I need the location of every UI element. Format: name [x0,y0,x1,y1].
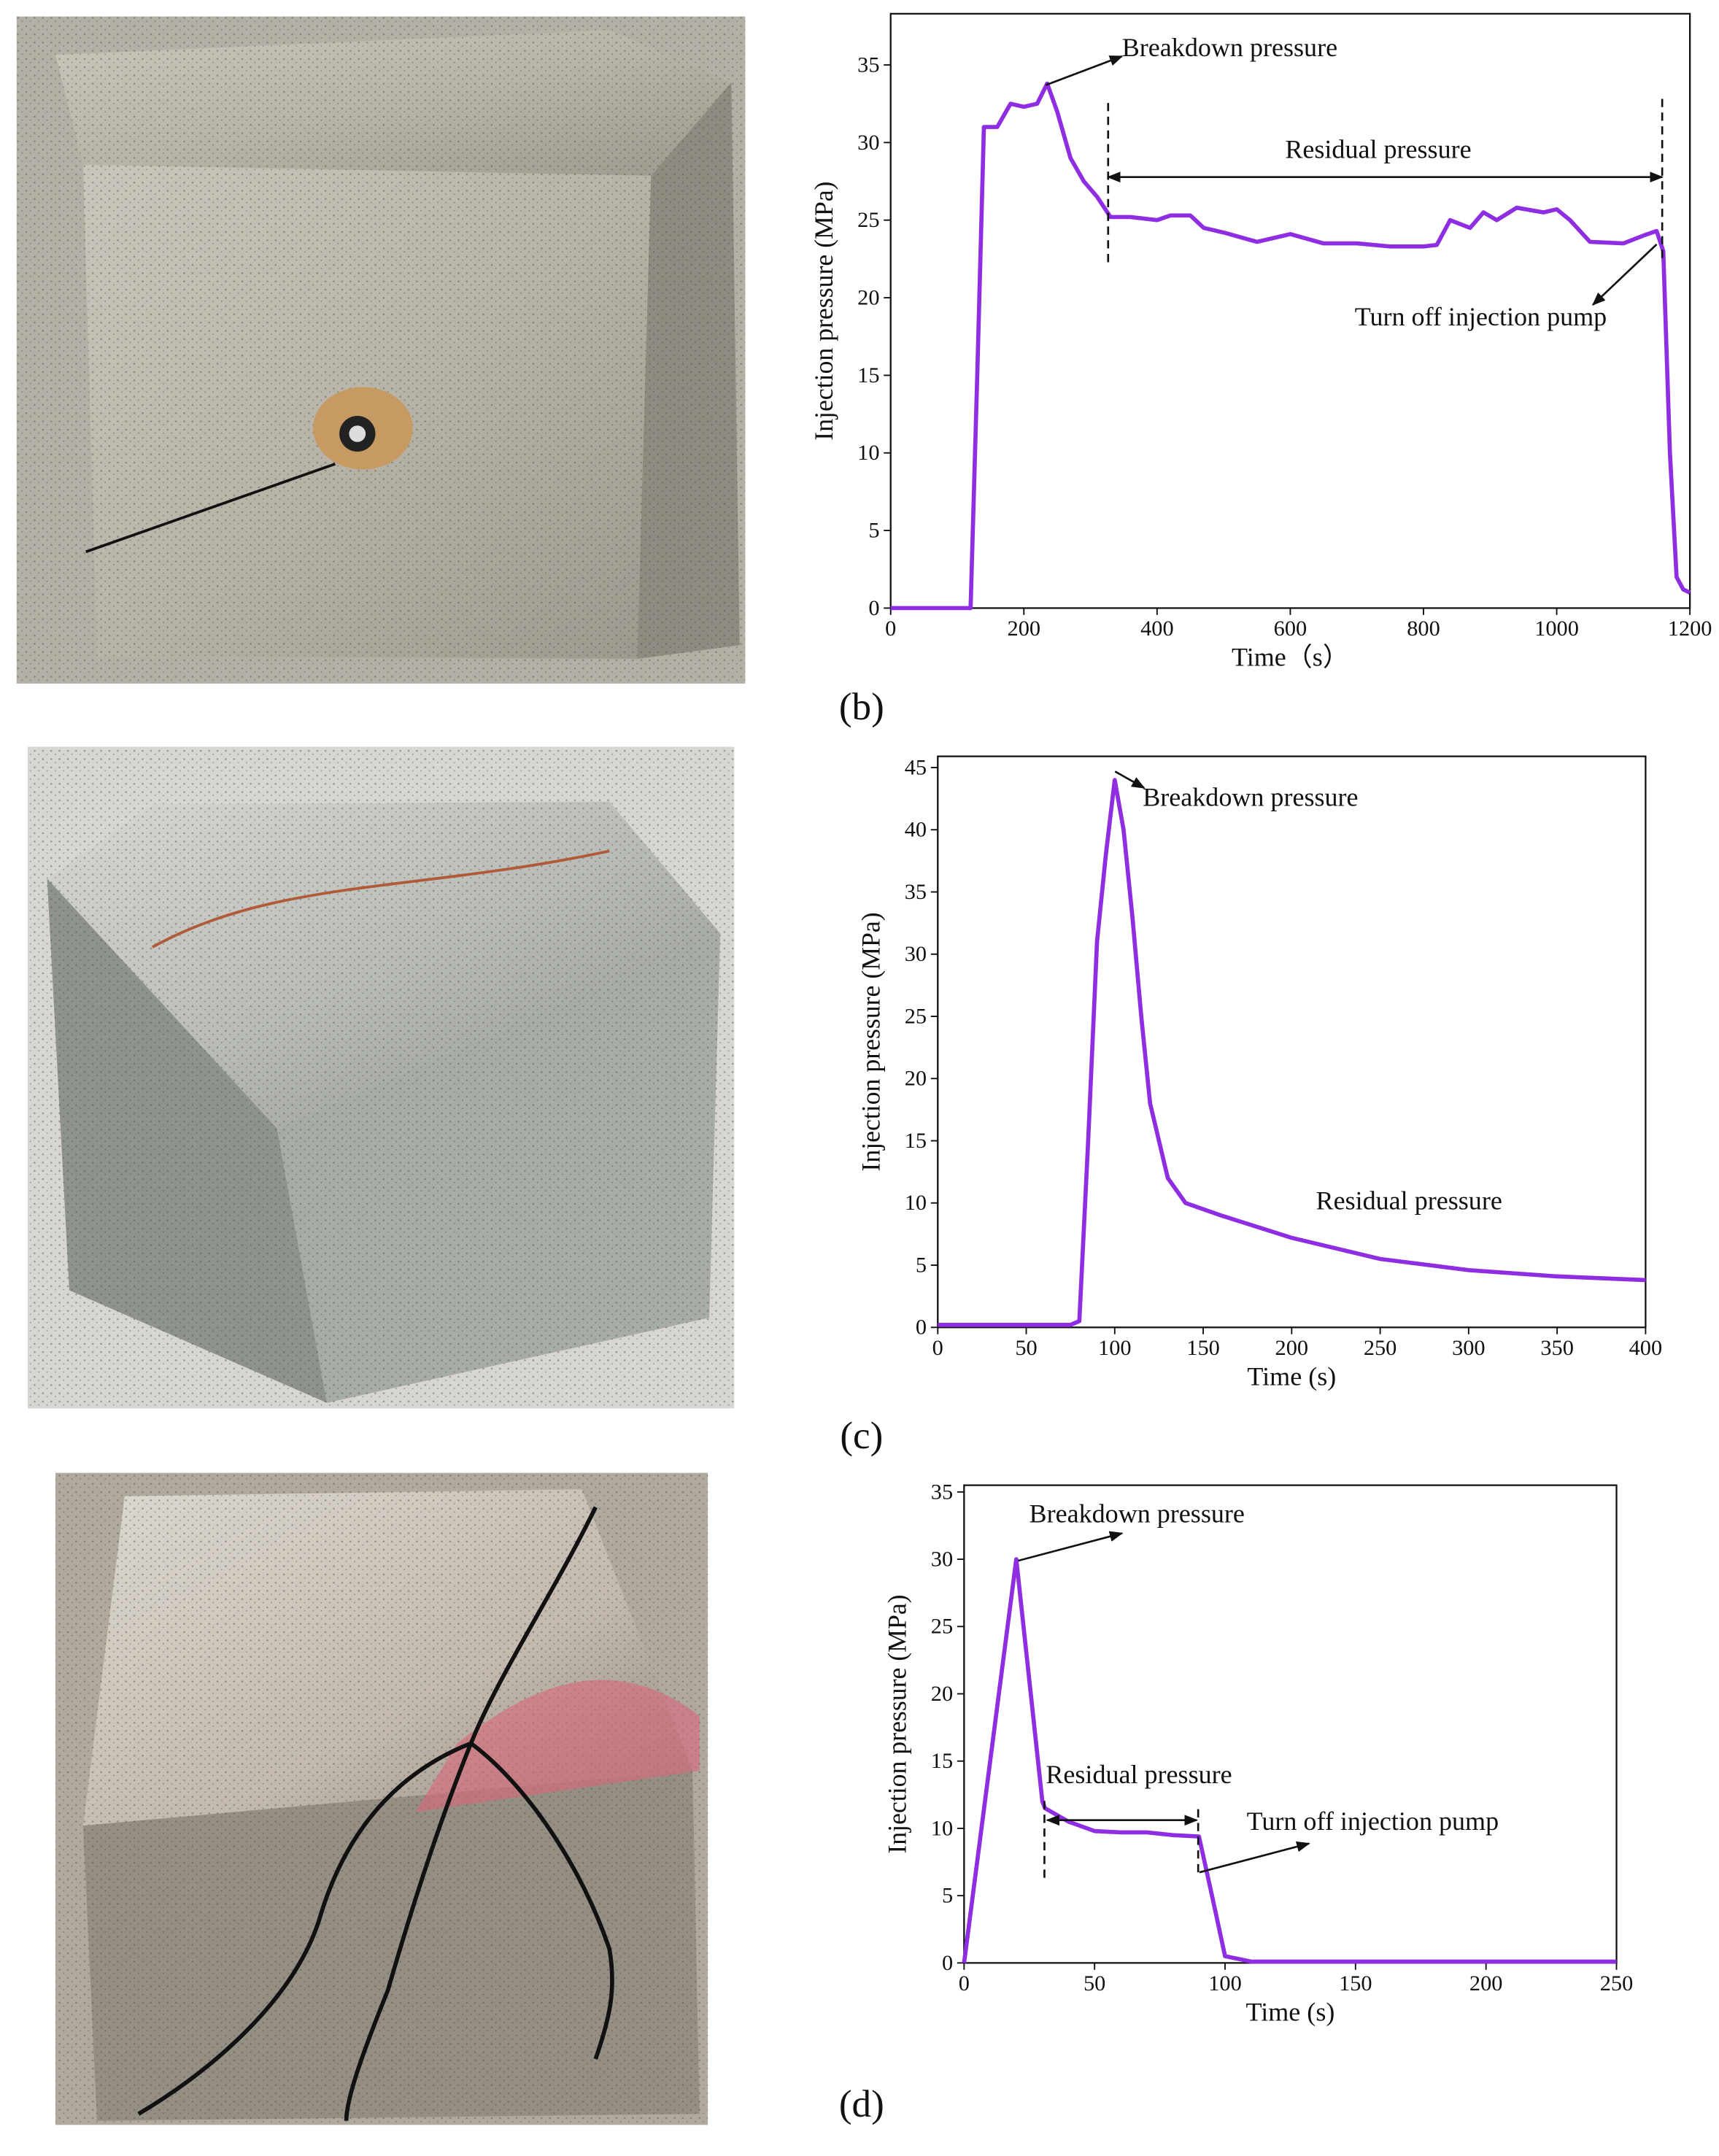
panel-label: (c) [840,1415,883,1457]
y-axis-title: Injection pressure (MPa) [856,912,885,1171]
y-tick-label: 10 [931,1815,953,1840]
y-tick-label: 20 [905,1066,927,1091]
x-tick-label: 1200 [1668,616,1712,641]
x-tick-label: 150 [1186,1335,1220,1360]
y-tick-label: 15 [905,1128,927,1153]
photo [27,746,735,1409]
chart: 0 50 100 150 200 250 0 5 10 15 20 25 30 35 Time (s) Inj… [839,1479,1633,2125]
annotation: Turn off injection pump [1247,1807,1499,1836]
photo [16,16,746,684]
y-tick-label: 20 [857,285,879,310]
annotation-arrow [1591,243,1658,306]
annotation: Breakdown pressure [1030,1499,1245,1529]
annotation: Residual pressure [1316,1186,1502,1216]
y-tick-label: 30 [905,941,927,966]
y-axis-title: Injection pressure (MPa) [882,1594,911,1853]
x-tick-label: 200 [1469,1971,1503,1995]
x-tick-label: 50 [1015,1335,1037,1360]
x-tick-label: 250 [1600,1971,1634,1995]
y-tick-label: 0 [868,595,879,620]
plot-frame [963,1484,1618,1964]
y-tick-label: 5 [942,1883,953,1908]
x-tick-label: 300 [1452,1335,1486,1360]
annotation-arrow [1199,1841,1310,1874]
x-tick-label: 400 [1140,616,1174,641]
y-tick-label: 25 [931,1614,953,1639]
annotation: Residual pressure [1285,135,1471,164]
y-tick-label: 45 [905,755,927,780]
x-tick-label: 0 [959,1971,970,1995]
y-tick-label: 30 [931,1547,953,1572]
x-axis-title: Time（s） [1232,643,1349,672]
y-tick-label: 20 [931,1681,953,1706]
panel-label: (b) [839,686,884,728]
annotation: Turn off injection pump [1355,302,1607,331]
x-axis-title: Time (s) [1245,1998,1334,2027]
x-axis-title: Time (s) [1247,1361,1336,1391]
x-tick-label: 0 [932,1335,943,1360]
x-tick-label: 150 [1339,1971,1372,1995]
y-tick-label: 30 [857,130,879,155]
x-tick-label: 800 [1407,616,1440,641]
annotation: Residual pressure [1046,1760,1232,1789]
x-tick-label: 50 [1083,1971,1105,1995]
x-tick-label: 0 [885,616,896,641]
annotation-arrow [1018,1531,1124,1562]
y-axis-title: Injection pressure (MPa) [809,182,838,441]
data-line [890,81,1691,611]
y-tick-label: 5 [868,518,879,543]
annotation: Breakdown pressure [1143,783,1358,812]
photo [55,1472,708,2125]
data-line [962,1557,1617,1964]
annotation-arrow [1045,55,1124,86]
y-tick-label: 35 [931,1479,953,1504]
y-tick-label: 5 [916,1253,927,1278]
x-tick-label: 400 [1629,1335,1663,1360]
y-tick-label: 40 [905,817,927,842]
plot-frame [937,755,1647,1329]
y-tick-label: 15 [857,363,879,387]
annotation-arrow [1114,770,1146,789]
x-tick-label: 200 [1275,1335,1309,1360]
y-tick-label: 35 [857,53,879,77]
x-tick-label: 350 [1540,1335,1574,1360]
y-tick-label: 15 [931,1748,953,1773]
panel-label: (d) [839,2083,884,2125]
x-tick-label: 600 [1274,616,1307,641]
x-tick-label: 200 [1008,616,1041,641]
x-tick-label: 100 [1208,1971,1242,1995]
x-tick-label: 250 [1364,1335,1397,1360]
y-tick-label: 0 [916,1315,927,1340]
y-tick-label: 25 [857,207,879,232]
y-tick-label: 25 [905,1004,927,1029]
y-tick-label: 0 [942,1950,953,1975]
data-line [938,778,1646,1327]
x-tick-label: 100 [1098,1335,1132,1360]
y-tick-label: 10 [905,1190,927,1215]
annotation: Breakdown pressure [1122,33,1337,62]
chart: 0 200 400 600 800 1000 1200 0 5 10 15 20 25 30 35 Time（… [809,12,1712,728]
chart: 0 50 100 150 200 250 300 350 400 0 5 10 15 20 25 30 35 40… [840,755,1662,1457]
x-tick-label: 1000 [1534,616,1579,641]
y-tick-label: 35 [905,879,927,904]
y-tick-label: 10 [857,440,879,465]
